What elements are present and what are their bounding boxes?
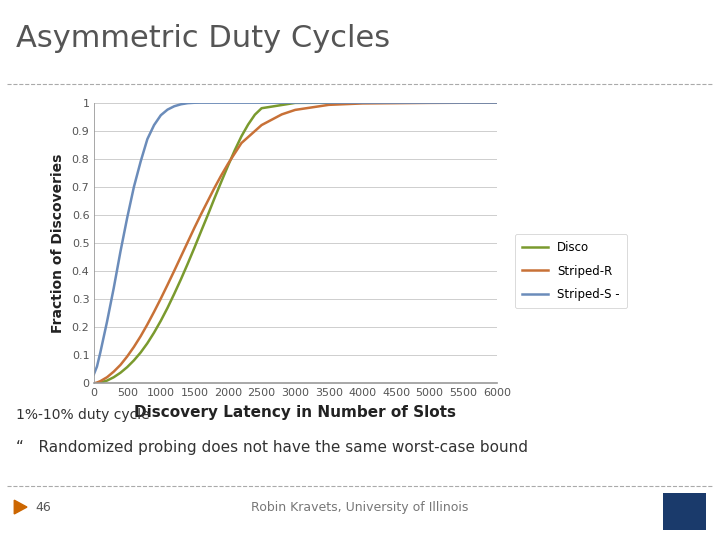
Striped-R xyxy=(224,160,233,167)
Striped-S xyxy=(163,106,172,113)
Striped-R xyxy=(109,368,118,375)
Striped-R xyxy=(325,102,333,108)
Disco xyxy=(257,105,266,111)
Striped-S xyxy=(492,99,501,106)
Text: Asymmetric Duty Cycles: Asymmetric Duty Cycles xyxy=(16,24,390,53)
Disco xyxy=(130,357,138,363)
Striped-S xyxy=(190,99,199,106)
Text: Robin Kravets, University of Illinois: Robin Kravets, University of Illinois xyxy=(251,502,469,515)
Striped-S xyxy=(184,100,192,106)
Striped-R xyxy=(89,380,98,387)
Line: Striped-S: Striped-S xyxy=(94,103,497,375)
Striped-R xyxy=(291,107,300,113)
Disco xyxy=(163,305,172,311)
Text: 46: 46 xyxy=(35,502,51,515)
Disco xyxy=(291,100,300,106)
Striped-S xyxy=(176,101,185,107)
Disco xyxy=(184,260,192,267)
Striped-S xyxy=(130,184,138,190)
Disco xyxy=(224,163,233,169)
Striped-R xyxy=(204,198,212,204)
Disco xyxy=(170,291,179,297)
Disco xyxy=(230,147,239,153)
Striped-R xyxy=(210,185,219,191)
Striped-S xyxy=(143,136,152,143)
Legend: Disco, Striped-R, Striped-S -: Disco, Striped-R, Striped-S - xyxy=(515,234,627,308)
Striped-R xyxy=(93,379,102,386)
Line: Disco: Disco xyxy=(94,103,497,383)
Text: 1%-10% duty cycle: 1%-10% duty cycle xyxy=(16,408,150,422)
Striped-S xyxy=(136,158,145,165)
Striped-S xyxy=(170,103,179,110)
Text: “   Randomized probing does not have the same worst-case bound: “ Randomized probing does not have the s… xyxy=(16,440,528,455)
Polygon shape xyxy=(14,500,27,514)
Striped-S xyxy=(204,99,212,106)
FancyBboxPatch shape xyxy=(663,494,706,530)
Disco xyxy=(89,380,98,387)
Disco xyxy=(197,228,205,234)
Striped-R xyxy=(96,378,104,384)
Disco xyxy=(93,380,102,386)
Disco xyxy=(150,329,158,336)
Disco xyxy=(176,276,185,282)
Striped-R xyxy=(237,140,246,146)
Disco xyxy=(237,133,246,139)
Disco xyxy=(156,318,165,324)
Striped-R xyxy=(143,321,152,328)
Striped-R xyxy=(217,172,225,179)
Striped-R xyxy=(103,374,112,381)
Disco xyxy=(96,379,104,386)
Disco xyxy=(251,111,259,118)
Disco xyxy=(210,195,219,201)
Striped-S xyxy=(150,122,158,129)
X-axis label: Discovery Latency in Number of Slots: Discovery Latency in Number of Slots xyxy=(134,404,456,420)
Striped-R xyxy=(116,362,125,368)
Striped-R xyxy=(136,333,145,340)
Striped-S xyxy=(109,285,118,291)
Disco xyxy=(244,122,253,128)
Disco xyxy=(190,245,199,251)
Striped-R xyxy=(257,122,266,129)
Disco xyxy=(143,340,152,347)
Disco xyxy=(123,364,132,370)
Striped-S xyxy=(96,349,104,356)
Y-axis label: Fraction of Discoveries: Fraction of Discoveries xyxy=(50,153,65,333)
Striped-S xyxy=(224,99,233,106)
Striped-R xyxy=(170,267,179,274)
Disco xyxy=(116,369,125,376)
Striped-S xyxy=(93,363,102,370)
Disco xyxy=(217,179,225,185)
Disco xyxy=(204,212,212,218)
Disco xyxy=(358,99,366,106)
Striped-R xyxy=(197,211,205,217)
Disco xyxy=(103,377,112,384)
Striped-R xyxy=(184,239,192,245)
Striped-R xyxy=(190,225,199,231)
Striped-S xyxy=(156,112,165,118)
Striped-R xyxy=(277,111,286,118)
Striped-S xyxy=(197,99,205,106)
Striped-R xyxy=(358,100,366,107)
Disco xyxy=(136,349,145,356)
Striped-R xyxy=(156,295,165,302)
Disco xyxy=(492,99,501,106)
Striped-R xyxy=(123,353,132,360)
Striped-R xyxy=(492,99,501,106)
Disco xyxy=(109,374,118,381)
Striped-S xyxy=(103,319,112,325)
Striped-S xyxy=(291,99,300,106)
Striped-S xyxy=(89,372,98,378)
Striped-R xyxy=(150,308,158,315)
Striped-S xyxy=(123,214,132,221)
Striped-S xyxy=(116,248,125,255)
Line: Striped-R: Striped-R xyxy=(94,103,497,383)
Striped-R xyxy=(130,343,138,350)
Striped-R xyxy=(426,100,434,106)
Striped-R xyxy=(176,253,185,260)
Striped-R xyxy=(163,281,172,288)
